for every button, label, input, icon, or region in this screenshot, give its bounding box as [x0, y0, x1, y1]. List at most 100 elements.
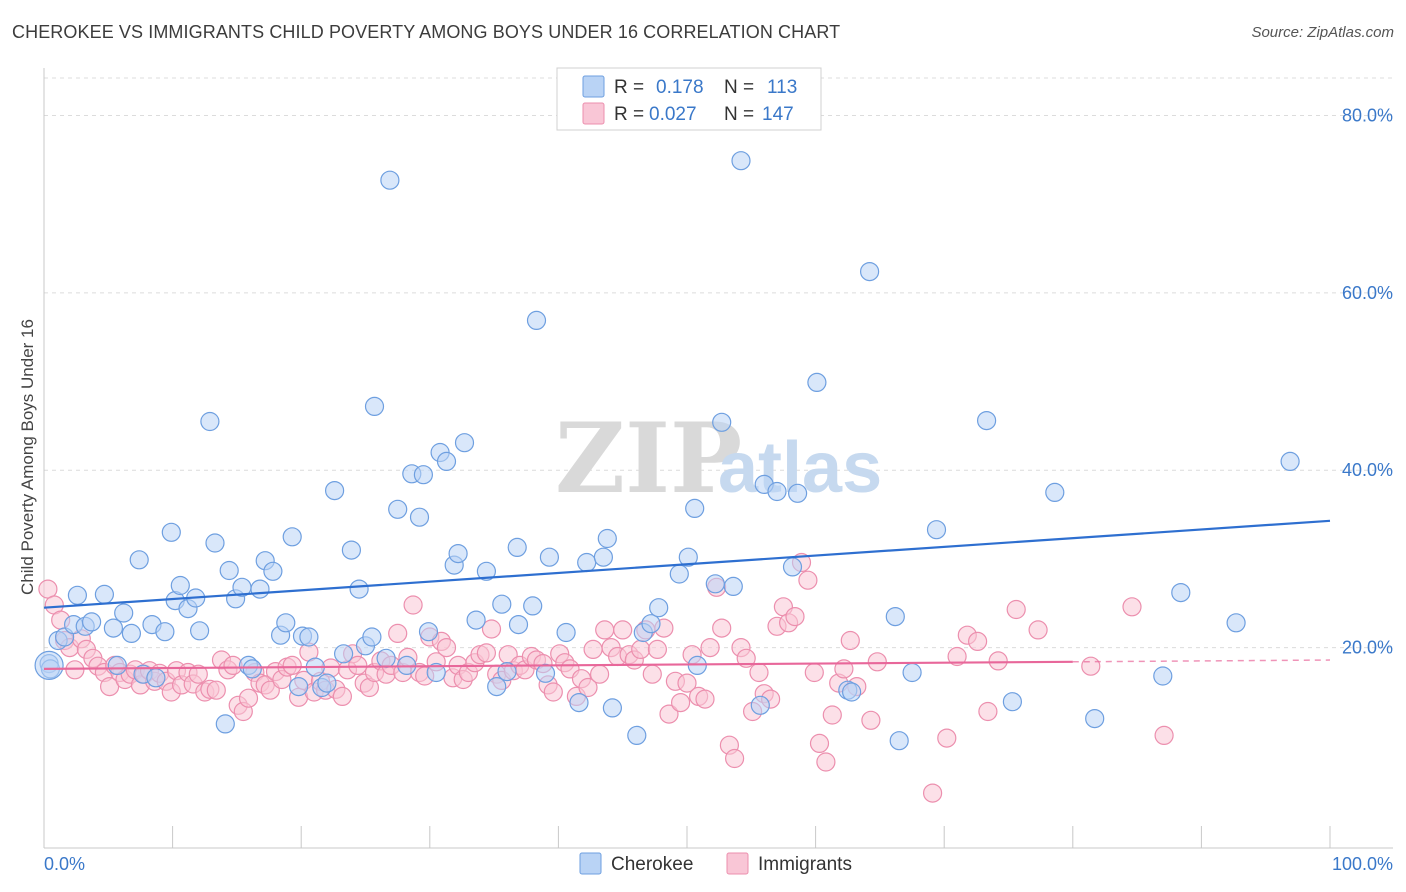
cherokee-point	[289, 676, 309, 697]
chart-title: CHEROKEE VS IMMIGRANTS CHILD POVERTY AMO…	[12, 22, 841, 42]
immigrants-point	[1154, 725, 1174, 746]
cherokee-point	[81, 612, 102, 632]
watermark-zip: ZIP	[555, 402, 742, 515]
immigrants-point	[724, 748, 745, 769]
cherokee-point	[242, 659, 262, 679]
cherokee-points	[34, 151, 1300, 751]
x-tick-labels: 0.0% 100.0%	[44, 854, 1393, 874]
cherokee-point	[885, 606, 905, 627]
cherokee-point	[250, 579, 270, 599]
cherokee-point	[508, 614, 529, 635]
cherokee-point	[334, 644, 354, 664]
cherokee-point	[1045, 482, 1065, 502]
legend-r-value-cherokee: 0.178	[656, 77, 704, 98]
cherokee-trend-line	[43, 519, 1331, 609]
immigrants-point	[631, 639, 651, 660]
x-tick-label-min: 0.0%	[44, 854, 85, 874]
immigrants-point	[736, 648, 756, 668]
immigrants-point	[388, 623, 408, 644]
cherokee-point	[476, 561, 496, 581]
cherokee-point	[782, 557, 803, 577]
bottom-legend-label-cherokee: Cherokee	[611, 854, 693, 875]
cherokee-point	[750, 695, 770, 715]
cherokee-point	[523, 596, 543, 616]
immigrants-point	[642, 664, 662, 684]
source-credit: Source: ZipAtlas.com	[1251, 24, 1394, 41]
cherokee-point	[436, 451, 457, 471]
cherokee-point	[190, 621, 210, 641]
cherokee-point	[1171, 582, 1191, 603]
immigrants-point	[749, 662, 769, 683]
immigrants-point	[476, 643, 496, 663]
cherokee-point	[388, 499, 408, 519]
axes	[43, 68, 1393, 849]
immigrants-point	[583, 639, 603, 660]
y-tick-label-20: 20.0%	[1342, 638, 1393, 658]
immigrants-point	[589, 664, 610, 684]
cherokee-point	[712, 412, 732, 432]
cherokee-point	[807, 372, 827, 392]
cherokee-point	[200, 411, 220, 432]
cherokee-point	[1002, 692, 1023, 712]
immigrants-points	[38, 552, 1174, 803]
immigrants-point	[282, 655, 302, 676]
immigrants-point	[238, 688, 259, 708]
legend-swatch-immigrants	[582, 102, 605, 125]
cherokee-point	[161, 522, 181, 542]
cherokee-point	[1153, 666, 1173, 686]
y-tick-label-40: 40.0%	[1342, 460, 1393, 480]
immigrants-point	[785, 606, 805, 627]
x-tick-label-max: 100.0%	[1332, 854, 1393, 874]
cherokee-point	[767, 481, 787, 502]
cherokee-point	[593, 547, 614, 567]
cherokee-point	[926, 520, 947, 540]
cherokee-point	[413, 465, 433, 485]
cherokee-point	[114, 603, 134, 623]
immigrants-point	[816, 752, 836, 772]
legend-n-value-cherokee: 113	[767, 77, 797, 98]
cherokee-point	[341, 540, 361, 560]
immigrants-point	[348, 655, 368, 676]
cherokee-point	[219, 560, 239, 581]
immigrants-point	[861, 710, 881, 730]
cherokee-point	[649, 598, 669, 618]
legend-r-label-immigrants: R =	[614, 104, 644, 125]
immigrants-point	[804, 662, 824, 683]
cherokee-point	[418, 622, 439, 642]
immigrants-point	[712, 618, 732, 638]
cherokee-point	[841, 682, 862, 702]
cherokee-point	[129, 550, 149, 570]
cherokee-point	[107, 655, 127, 676]
cherokee-point	[282, 527, 302, 547]
y-tick-labels: 20.0% 40.0% 60.0% 80.0%	[1342, 105, 1393, 657]
immigrants-point	[659, 704, 679, 724]
immigrants-point	[695, 689, 715, 709]
cherokee-point	[448, 543, 468, 564]
immigrants-point	[947, 646, 967, 667]
series-legend: Cherokee Immigrants	[579, 852, 852, 875]
cherokee-point	[1280, 451, 1300, 471]
cherokee-point	[146, 668, 166, 688]
legend-swatch-cherokee	[582, 75, 605, 98]
cherokee-point	[409, 507, 430, 527]
cherokee-point	[539, 547, 560, 567]
cherokee-point	[569, 692, 589, 713]
bottom-legend-label-immigrants: Immigrants	[758, 854, 852, 875]
legend-n-label-immigrants: N =	[724, 104, 754, 125]
cherokee-point	[454, 433, 475, 453]
cherokee-point	[67, 585, 88, 605]
correlation-legend: R = 0.178 N = 113 R = 0.027 N = 147	[556, 67, 822, 131]
cherokee-point	[731, 151, 751, 171]
immigrants-trend-extension	[1072, 659, 1331, 663]
cherokee-point	[678, 547, 698, 567]
immigrants-point	[677, 673, 697, 693]
cherokee-point	[507, 537, 527, 558]
immigrants-point	[988, 651, 1008, 671]
cherokee-point	[121, 623, 141, 644]
cherokee-point	[577, 552, 597, 573]
immigrants-point	[595, 620, 615, 640]
cherokee-point	[94, 584, 115, 605]
legend-r-label-cherokee: R =	[614, 77, 644, 98]
immigrants-point	[38, 579, 58, 599]
